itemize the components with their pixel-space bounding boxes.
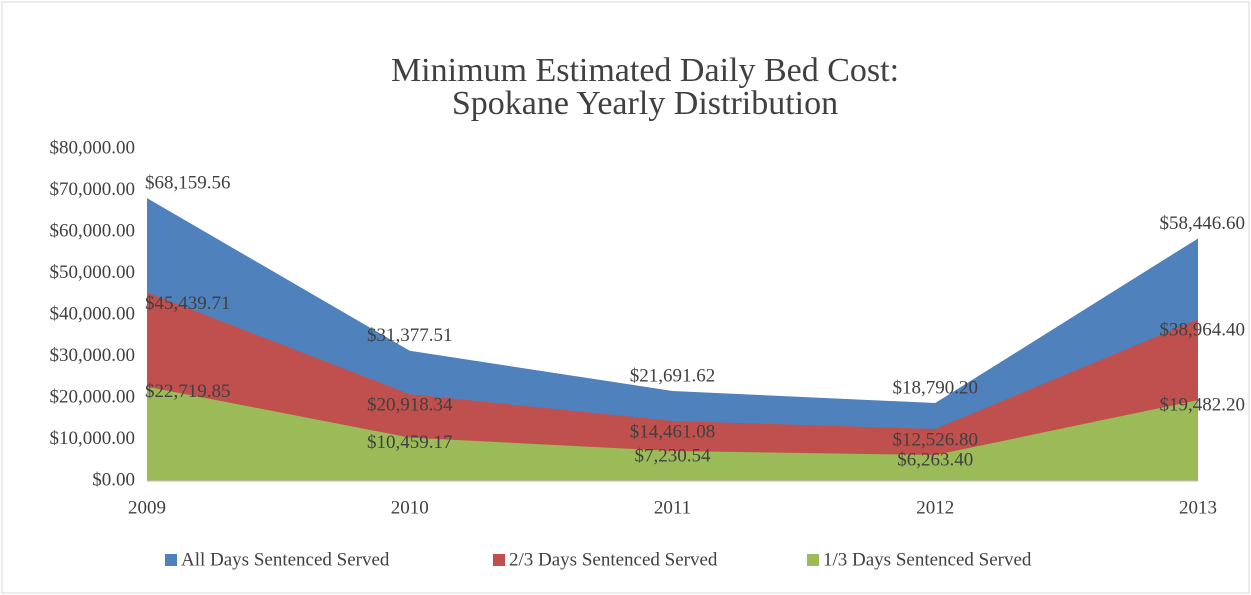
data-label: $38,964.40	[1160, 320, 1246, 341]
data-label: $7,230.54	[635, 445, 712, 466]
data-label: $12,526.80	[893, 429, 979, 450]
y-tick-label: $20,000.00	[50, 386, 136, 407]
data-label: $10,459.17	[367, 432, 453, 453]
data-label: $19,482.20	[1160, 395, 1246, 416]
data-label: $6,263.40	[897, 449, 973, 470]
legend-swatch	[493, 554, 505, 566]
chart-title: Spokane Yearly Distribution	[452, 85, 838, 122]
data-label: $14,461.08	[630, 421, 716, 442]
y-tick-label: $10,000.00	[50, 428, 136, 449]
area	[147, 386, 1198, 481]
y-tick-label: $50,000.00	[50, 262, 136, 283]
data-label: $45,439.71	[145, 293, 231, 314]
y-tick-label: $60,000.00	[50, 220, 136, 241]
data-label: $20,918.34	[367, 395, 453, 416]
x-tick-label: 2012	[916, 497, 954, 518]
data-label: $21,691.62	[630, 365, 716, 386]
legend-label: 1/3 Days Sentenced Served	[823, 549, 1032, 570]
x-tick-label: 2009	[128, 497, 166, 518]
x-tick-label: 2013	[1179, 497, 1217, 518]
data-label: $58,446.60	[1160, 213, 1246, 234]
legend-label: All Days Sentenced Served	[181, 549, 390, 570]
y-tick-label: $0.00	[92, 469, 135, 490]
y-tick-label: $40,000.00	[50, 303, 136, 324]
legend-swatch	[165, 554, 177, 566]
legend-label: 2/3 Days Sentenced Served	[509, 549, 718, 570]
data-label: $18,790.20	[893, 377, 979, 398]
legend-swatch	[807, 554, 819, 566]
x-tick-label: 2010	[391, 497, 429, 518]
y-tick-label: $80,000.00	[50, 137, 136, 158]
data-label: $68,159.56	[145, 172, 231, 193]
area	[147, 292, 1198, 481]
y-tick-label: $70,000.00	[50, 179, 136, 200]
x-tick-label: 2011	[654, 497, 691, 518]
y-tick-label: $30,000.00	[50, 345, 136, 366]
chart-title: Minimum Estimated Daily Bed Cost:	[391, 52, 899, 89]
data-label: $31,377.51	[367, 325, 453, 346]
data-label: $22,719.85	[145, 381, 231, 402]
